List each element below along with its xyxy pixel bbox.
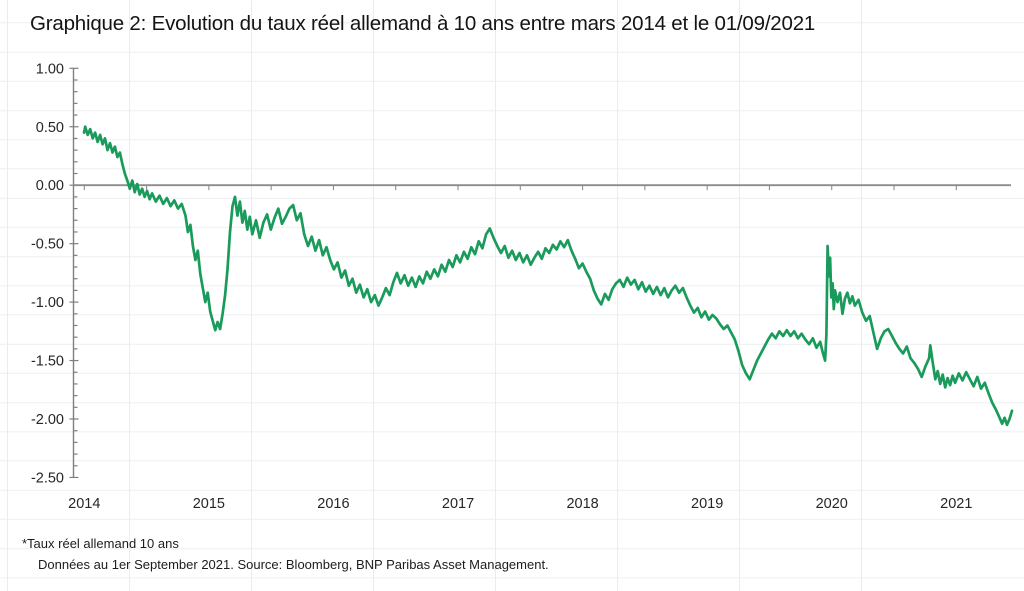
y-axis-label: -1.50 bbox=[31, 354, 64, 370]
y-axis-label: -2.00 bbox=[31, 412, 64, 428]
chart-title: Graphique 2: Evolution du taux réel alle… bbox=[30, 12, 816, 35]
y-axis-label: -1.00 bbox=[31, 295, 64, 311]
y-axis-label: -0.50 bbox=[31, 237, 64, 253]
x-axis-label: 2018 bbox=[566, 496, 598, 512]
x-axis-label: 2016 bbox=[317, 496, 349, 512]
footnote-series-label: *Taux réel allemand 10 ans bbox=[22, 536, 179, 551]
x-axis-label: 2014 bbox=[68, 496, 100, 512]
x-axis-label: 2020 bbox=[816, 496, 848, 512]
footnote-source: Données au 1er September 2021. Source: B… bbox=[38, 557, 549, 572]
y-axis-label: -2.50 bbox=[31, 470, 64, 486]
series-line bbox=[82, 125, 1014, 427]
x-axis-label: 2015 bbox=[193, 496, 225, 512]
x-axis-label: 2017 bbox=[442, 496, 474, 512]
y-axis-label: 0.00 bbox=[36, 178, 64, 194]
x-axis-label: 2019 bbox=[691, 496, 723, 512]
y-axis-label: 0.50 bbox=[36, 120, 64, 136]
y-axis-label: 1.00 bbox=[36, 61, 64, 77]
x-axis-label: 2021 bbox=[940, 496, 972, 512]
